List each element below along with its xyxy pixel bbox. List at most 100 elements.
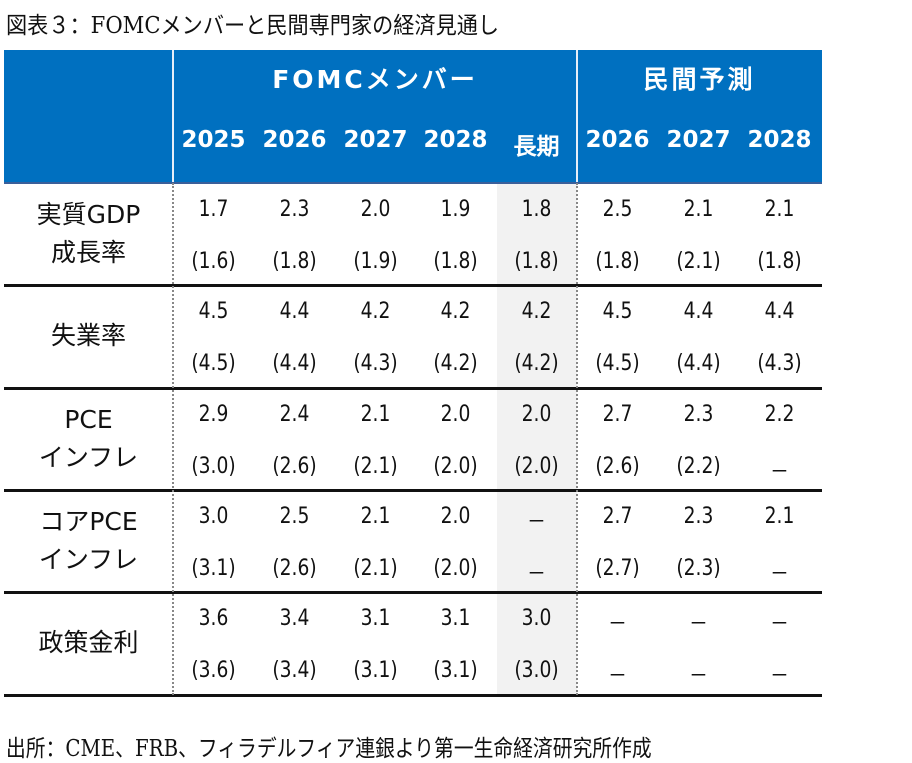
forecast-value: 4.2 (360, 299, 391, 324)
previous-forecast-value: (2.6) (595, 454, 640, 479)
header-bottom-border (4, 182, 822, 184)
previous-forecast-value: (4.2) (514, 351, 559, 376)
row-label-line: 成長率 (50, 238, 126, 267)
previous-forecast-value: (2.3) (676, 556, 721, 581)
column-header: 2026 (262, 127, 327, 153)
previous-forecast-value: (2.6) (272, 556, 317, 581)
forecast-value: 3.1 (360, 606, 391, 631)
forecast-value: 2.3 (279, 197, 310, 222)
row-label-line: 失業率 (50, 321, 126, 350)
previous-forecast-value: － (770, 460, 789, 485)
forecast-value: 4.5 (602, 299, 633, 324)
row-label: 政策金利 (4, 624, 173, 662)
source-note: 出所：CME、FRB、フィラデルフィア連銀より第一生命経済研究所作成 (6, 736, 652, 762)
previous-forecast-value: (4.3) (353, 351, 398, 376)
previous-forecast-value: (3.1) (353, 658, 398, 683)
forecast-value: 3.1 (440, 606, 471, 631)
forecast-value: 2.3 (683, 402, 714, 427)
forecast-value: 1.8 (521, 197, 552, 222)
forecast-value: 3.0 (521, 606, 552, 631)
previous-forecast-value: (3.1) (433, 658, 478, 683)
previous-forecast-value: － (527, 562, 546, 587)
forecast-value: 2.7 (602, 402, 633, 427)
forecast-value: 4.4 (279, 299, 310, 324)
previous-forecast-value: (4.3) (757, 351, 802, 376)
forecast-value: 1.7 (198, 197, 229, 222)
previous-forecast-value: (2.6) (272, 454, 317, 479)
forecast-value: 2.1 (764, 504, 795, 529)
previous-forecast-value: (3.4) (272, 658, 317, 683)
forecast-value: 2.2 (764, 402, 795, 427)
previous-forecast-value: (2.1) (353, 454, 398, 479)
group-header-fomc: FOMCメンバー (272, 65, 478, 94)
forecast-value: 2.7 (602, 504, 633, 529)
previous-forecast-value: (4.5) (595, 351, 640, 376)
previous-forecast-value: (3.1) (191, 556, 236, 581)
forecast-value: 2.1 (360, 402, 391, 427)
previous-forecast-value: (2.7) (595, 556, 640, 581)
row-label-line: 政策金利 (38, 628, 139, 657)
forecast-value: 4.5 (198, 299, 229, 324)
row-label-line: インフレ (38, 443, 139, 472)
forecast-value: 2.1 (360, 504, 391, 529)
forecast-value: 2.5 (602, 197, 633, 222)
group-header-private: 民間予測 (643, 65, 756, 94)
row-divider (4, 694, 822, 697)
column-divider (172, 183, 174, 695)
column-divider (576, 183, 578, 695)
row-divider (4, 591, 822, 594)
forecast-value: 2.0 (521, 402, 552, 427)
previous-forecast-value: (1.8) (272, 249, 317, 274)
previous-forecast-value: (1.8) (757, 249, 802, 274)
column-header: 2025 (181, 127, 246, 153)
previous-forecast-value: (2.0) (514, 454, 559, 479)
forecast-value: 3.0 (198, 504, 229, 529)
column-header: 2028 (423, 127, 488, 153)
previous-forecast-value: (1.9) (353, 249, 398, 274)
previous-forecast-value: － (608, 664, 627, 689)
forecast-value: － (608, 612, 627, 637)
forecast-value: 4.4 (764, 299, 795, 324)
previous-forecast-value: (2.0) (433, 556, 478, 581)
row-label: 失業率 (4, 317, 173, 355)
forecast-value: 2.9 (198, 402, 229, 427)
forecast-value: 2.4 (279, 402, 310, 427)
row-divider (4, 284, 822, 287)
forecast-value: 4.2 (440, 299, 471, 324)
row-label-line: コアPCE (39, 507, 138, 536)
forecast-value: 2.1 (683, 197, 714, 222)
column-header: 2027 (666, 127, 731, 153)
forecast-value: － (527, 510, 546, 535)
previous-forecast-value: (1.8) (595, 249, 640, 274)
row-label-line: 実質GDP (36, 200, 141, 229)
previous-forecast-value: (3.6) (191, 658, 236, 683)
previous-forecast-value: (3.0) (514, 658, 559, 683)
row-divider (4, 387, 822, 390)
previous-forecast-value: (2.2) (676, 454, 721, 479)
previous-forecast-value: (2.1) (676, 249, 721, 274)
previous-forecast-value: － (689, 664, 708, 689)
column-header: 2028 (747, 127, 812, 153)
row-divider (4, 489, 822, 492)
previous-forecast-value: － (770, 664, 789, 689)
column-header: 2027 (343, 127, 408, 153)
previous-forecast-value: (2.0) (433, 454, 478, 479)
forecast-value: 2.1 (764, 197, 795, 222)
previous-forecast-value: (2.1) (353, 556, 398, 581)
forecast-value: 4.4 (683, 299, 714, 324)
table-header (4, 50, 822, 183)
previous-forecast-value: (4.4) (676, 351, 721, 376)
previous-forecast-value: (3.0) (191, 454, 236, 479)
column-header: 2026 (585, 127, 650, 153)
forecast-value: 2.0 (360, 197, 391, 222)
forecast-value: 4.2 (521, 299, 552, 324)
previous-forecast-value: (4.2) (433, 351, 478, 376)
forecast-value: 1.9 (440, 197, 471, 222)
forecast-value: 2.5 (279, 504, 310, 529)
previous-forecast-value: (1.8) (514, 249, 559, 274)
forecast-value: 2.3 (683, 504, 714, 529)
forecast-value: 2.0 (440, 504, 471, 529)
forecast-value: 2.0 (440, 402, 471, 427)
forecast-value: 3.6 (198, 606, 229, 631)
long-term-column-bg (497, 183, 577, 695)
